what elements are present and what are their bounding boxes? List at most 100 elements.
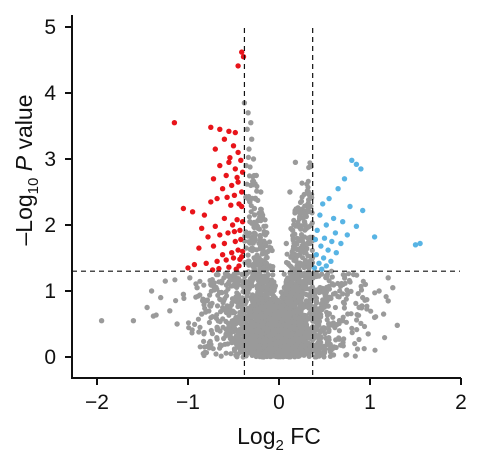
ns-point [158,294,164,301]
ns-point [201,331,207,337]
down-point [225,230,231,236]
up-point [353,223,360,229]
ns-point [213,351,219,357]
down-point [217,232,223,238]
ns-point [277,348,283,354]
ns-point [301,191,307,197]
down-point [239,189,245,195]
ns-point [294,252,300,258]
ns-point [230,321,236,327]
ns-point [272,353,278,359]
ns-point [256,240,262,246]
ns-point [206,308,212,314]
ns-point [246,146,252,152]
ns-point [338,342,344,348]
ns-point [296,209,302,215]
up-point [371,234,378,240]
x-tick-label: 2 [455,391,467,414]
ns-point [218,342,225,349]
ns-point [260,306,267,312]
ns-point [219,280,225,286]
down-point [217,126,223,132]
ns-point [253,327,259,333]
ns-point [266,332,273,338]
ns-point [290,246,296,252]
ns-point [327,321,333,327]
ns-point [250,322,256,328]
up-point [326,195,332,202]
down-point [219,252,226,258]
down-point [196,245,202,251]
ns-point [285,321,292,327]
ns-point [281,271,287,277]
up-point [319,266,325,272]
ns-point [361,346,367,352]
ns-point [237,309,243,316]
ns-point [312,303,318,310]
ns-point [314,342,320,348]
ns-point [315,311,321,317]
ns-point [257,278,263,284]
ns-point [292,208,298,214]
ns-point [331,282,337,288]
up-point [341,176,348,182]
threshold-lines [72,28,460,378]
ns-point [302,227,308,233]
ns-point [257,285,263,291]
ns-point [368,308,374,314]
down-point [229,250,235,256]
down-point [231,228,238,235]
down-point [232,129,238,136]
ns-point [326,283,332,289]
ns-point [305,276,311,283]
ns-point [394,322,400,328]
ns-point [291,240,297,246]
ns-point [262,232,269,238]
ns-point [221,297,227,304]
x-tick-label: 1 [364,391,376,414]
ns-point [340,318,346,324]
ns-point [341,336,347,342]
ns-point [272,297,278,303]
ns-point [290,232,296,239]
ns-point [335,293,341,300]
up-point [329,238,335,245]
ns-point [303,339,309,345]
ns-point [144,304,150,311]
ns-point [303,318,309,324]
ns-point [201,282,207,288]
ns-point [250,156,257,162]
ns-point [220,316,226,322]
ns-point [207,292,213,298]
ns-point [258,296,265,302]
ns-point [217,328,223,334]
ns-point [278,289,284,295]
down-point [223,257,229,263]
ns-point [242,273,248,279]
ns-point [337,288,343,294]
ns-point [243,339,249,345]
down-point [214,258,220,264]
ns-point [300,261,306,267]
ns-point [226,324,232,330]
y-tick-label: 3 [44,148,56,171]
ns-point [233,352,239,358]
up-point [335,186,341,192]
down-point [235,179,241,185]
ns-point [302,330,308,336]
ns-point [303,213,309,220]
down-point [223,172,229,179]
ns-point [360,294,366,301]
ns-point [262,240,268,246]
ns-point [246,258,252,264]
ns-point [248,182,254,189]
ns-point [354,317,360,323]
ns-point [255,225,261,231]
ns-point [233,278,239,284]
ns-point [312,293,318,299]
ns-point [189,327,195,333]
ns-point [253,196,259,202]
ns-point [317,307,324,313]
ns-point [222,307,228,313]
